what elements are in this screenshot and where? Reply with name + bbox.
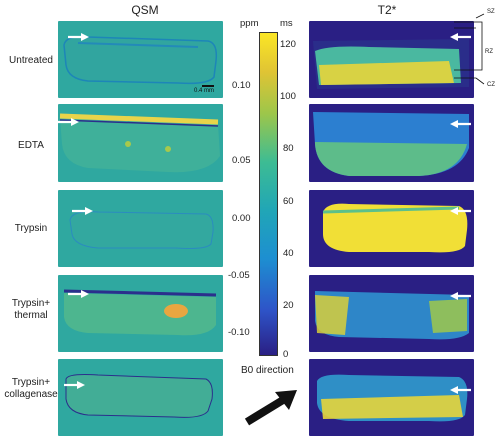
zone-label-sz: SZ — [487, 9, 495, 15]
row-label-trypsin-thermal: Trypsin+ thermal — [11, 298, 51, 321]
b0-direction-label: B0 direction — [241, 365, 294, 376]
colorbar-unit-ppm: ppm — [240, 18, 259, 29]
ppm-tick-neg0.05: -0.05 — [228, 270, 250, 281]
row-label-untreated: Untreated — [9, 55, 53, 66]
qsm-panel-trypsin-collagenase — [58, 359, 223, 436]
b0-direction-arrow-icon — [244, 390, 297, 426]
qsm-panel-trypsin — [58, 190, 223, 267]
arrow-icon — [64, 381, 85, 389]
ppm-tick-0.00: 0.00 — [232, 213, 251, 224]
t2-sample-trypsin-collagenase — [317, 374, 468, 422]
zone-label-cz: CZ — [487, 82, 495, 88]
zone-label-rz: RZ — [485, 49, 493, 55]
arrow-icon — [68, 290, 89, 298]
arrow-icon — [72, 207, 93, 215]
t2-panel-trypsin-collagenase — [309, 359, 474, 436]
arrow-icon — [450, 386, 471, 394]
t2-sample-trypsin-thermal — [315, 291, 469, 340]
zone-bracket — [454, 13, 485, 85]
scale-bar-label: 0.4 mm — [194, 88, 215, 94]
t2-panel-untreated — [309, 21, 474, 98]
arrow-icon — [68, 33, 89, 41]
t2-panel-trypsin — [309, 190, 474, 267]
t2-panel-edta — [309, 104, 474, 182]
t2-column-title: T2* — [377, 3, 397, 17]
scale-bar — [202, 85, 214, 87]
qsm-sample-edta — [59, 113, 220, 173]
row-label-trypsin: Trypsin — [14, 223, 48, 234]
arrow-icon — [58, 118, 79, 126]
qsm-sample-trypsin-collagenase — [65, 374, 213, 418]
ms-tick-120: 120 — [280, 39, 296, 50]
ms-tick-100: 100 — [280, 91, 296, 102]
ms-tick-40: 40 — [283, 248, 294, 259]
row-label-trypsin-collagenase: Trypsin+ collagenase — [4, 377, 58, 400]
qsm-panel-edta — [58, 104, 223, 182]
arrow-icon — [450, 292, 471, 300]
t2-sample-untreated — [313, 39, 469, 89]
row-label-edta: EDTA — [18, 140, 44, 151]
qsm-sample-trypsin-thermal — [63, 289, 217, 336]
qsm-panel-untreated: 0.4 mm — [58, 21, 223, 98]
arrow-icon — [450, 120, 471, 128]
ms-tick-60: 60 — [283, 196, 294, 207]
arrow-icon — [450, 33, 471, 41]
t2-sample-trypsin — [322, 203, 468, 253]
t2-panel-trypsin-thermal — [309, 275, 474, 352]
t2-sample-edta — [313, 112, 469, 176]
ms-tick-20: 20 — [283, 300, 294, 311]
qsm-panel-trypsin-thermal — [58, 275, 223, 352]
ppm-tick-0.10: 0.10 — [232, 80, 251, 91]
qsm-sample-trypsin — [69, 211, 214, 249]
colorbar — [259, 32, 278, 356]
colorbar-unit-ms: ms — [280, 18, 293, 29]
ms-tick-0: 0 — [283, 349, 289, 360]
ppm-tick-0.05: 0.05 — [232, 155, 251, 166]
arrow-icon — [450, 207, 471, 215]
ms-tick-80: 80 — [283, 143, 294, 154]
qsm-column-title: QSM — [131, 3, 159, 17]
ppm-tick-neg0.10: -0.10 — [228, 327, 250, 338]
